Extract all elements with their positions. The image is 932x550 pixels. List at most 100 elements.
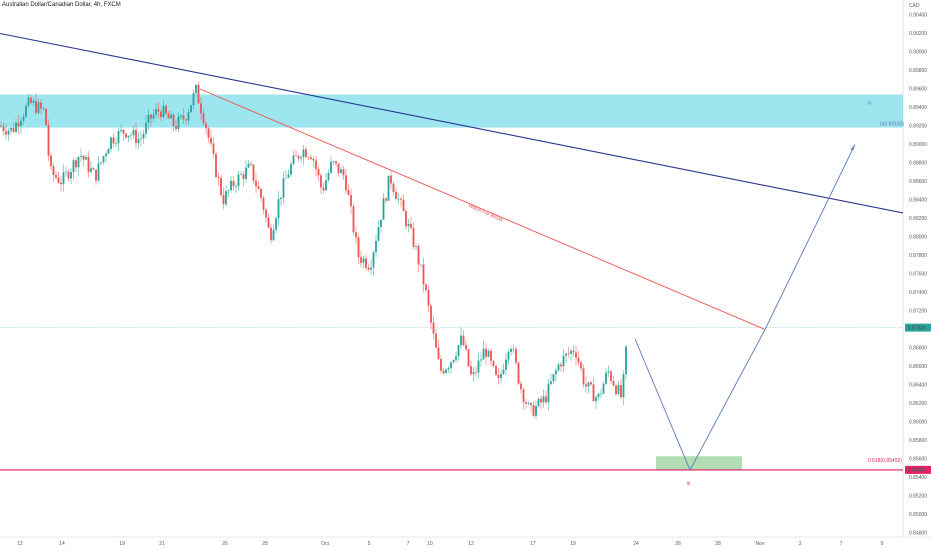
candle	[477, 352, 480, 379]
time-tick-label: 21	[159, 541, 165, 547]
candle	[550, 373, 552, 386]
candle	[110, 136, 112, 153]
candle	[65, 166, 67, 177]
price-tick-label: 0.89800	[909, 68, 927, 74]
candle	[612, 375, 615, 387]
time-tick-label: 19	[570, 541, 576, 547]
candle	[75, 157, 77, 173]
candle	[35, 93, 37, 115]
candle	[450, 361, 452, 374]
candle	[525, 398, 527, 410]
current-price-tag	[905, 323, 931, 332]
candle	[145, 115, 147, 139]
target-zone[interactable]	[656, 456, 742, 471]
candle	[20, 117, 22, 134]
candle	[242, 171, 245, 187]
candle	[432, 315, 435, 340]
level-price-value: 0.85482	[908, 468, 926, 474]
price-tick-label: 0.89400	[909, 105, 927, 111]
currency-label: CAD	[909, 3, 920, 9]
candle	[362, 255, 365, 268]
candle	[257, 181, 260, 190]
candle	[510, 346, 512, 356]
candle	[585, 376, 587, 393]
candle	[460, 327, 462, 349]
candle	[262, 195, 265, 215]
candle	[472, 366, 475, 382]
candle	[575, 345, 577, 366]
candle	[577, 350, 580, 366]
candle	[500, 369, 502, 384]
candle	[280, 197, 282, 207]
candle	[457, 344, 460, 362]
candle	[155, 102, 157, 119]
price-tick-label: 0.89200	[909, 124, 927, 130]
candle	[392, 181, 395, 196]
candle	[607, 365, 610, 378]
candle	[67, 168, 70, 182]
candle	[105, 151, 107, 163]
candle	[235, 182, 237, 194]
time-tick-label: 17	[530, 541, 536, 547]
candle	[540, 395, 542, 410]
candle	[285, 170, 287, 179]
candle	[617, 381, 620, 396]
candle	[517, 361, 520, 386]
candle	[122, 129, 125, 141]
candle	[147, 109, 150, 130]
candle	[490, 348, 492, 367]
candle	[297, 154, 300, 162]
candle	[570, 349, 572, 361]
candle	[150, 113, 152, 127]
candle	[185, 118, 187, 125]
price-tick-label: 0.89600	[909, 87, 927, 93]
candle	[452, 359, 455, 364]
candle	[387, 175, 390, 201]
price-tick-label: 0.86800	[909, 346, 927, 352]
candle	[495, 364, 497, 376]
candle	[37, 98, 40, 115]
candle	[295, 149, 297, 157]
candle	[422, 257, 425, 293]
candle	[552, 373, 555, 385]
candle	[107, 147, 110, 154]
candle	[622, 370, 625, 406]
candle	[207, 126, 210, 143]
long-term-trendline[interactable]	[0, 32, 904, 214]
fib-zero-label: 0(0.89183)	[880, 122, 905, 128]
watch-for-break-trendline[interactable]	[199, 88, 766, 330]
price-tick-label: 0.86200	[909, 401, 927, 407]
candle	[445, 368, 447, 375]
supply-zone[interactable]	[0, 94, 903, 128]
candle	[177, 111, 180, 133]
candle	[252, 164, 255, 184]
price-tick-label: 0.85000	[909, 512, 927, 518]
candle	[70, 168, 72, 185]
candle	[400, 196, 402, 208]
projection-path[interactable]	[634, 144, 856, 472]
candle	[157, 101, 160, 118]
candle	[320, 173, 322, 195]
candle	[52, 162, 55, 182]
chart-title: Australian Dollar/Canadian Dollar, 4h, F…	[2, 2, 121, 8]
candle	[620, 379, 622, 400]
candle	[277, 191, 280, 226]
candle	[190, 104, 192, 113]
candle	[5, 123, 7, 140]
candle	[302, 144, 305, 166]
candle	[527, 401, 530, 405]
candle	[220, 175, 222, 198]
candle	[537, 397, 540, 408]
candle	[425, 282, 427, 293]
price-tick-label: 0.89000	[909, 142, 927, 148]
candle	[420, 264, 422, 268]
candle	[55, 171, 57, 180]
candle	[7, 128, 10, 142]
candle	[605, 368, 607, 386]
candle	[2, 122, 5, 136]
candle	[430, 303, 432, 330]
candle	[200, 97, 202, 121]
candles	[0, 81, 627, 420]
candle	[237, 170, 240, 191]
